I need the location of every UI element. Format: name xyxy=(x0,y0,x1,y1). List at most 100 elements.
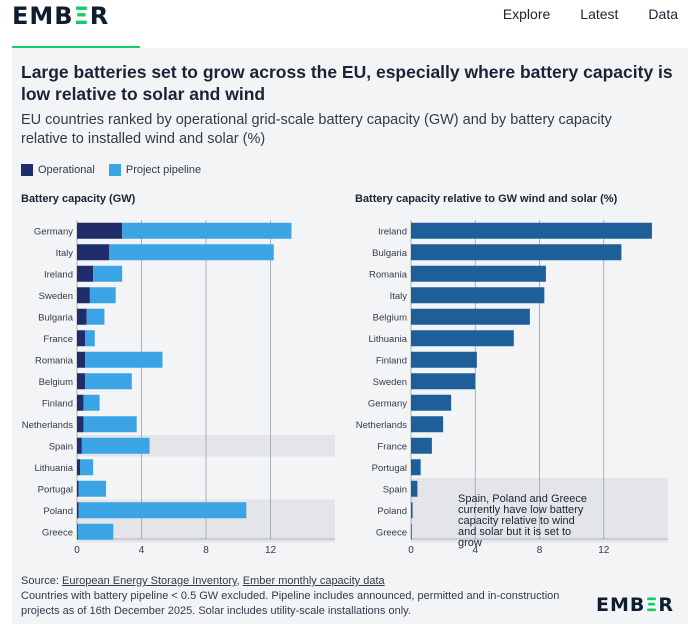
left-bar-spain-project-pipeline xyxy=(81,437,150,454)
left-category-label-spain: Spain xyxy=(49,441,73,452)
left-bar-finland-project-pipeline xyxy=(83,394,100,411)
right-bar-belgium-battery-capacity-relative-to-gw-wind-and-solar xyxy=(411,308,530,325)
right-category-label-sweden: Sweden xyxy=(373,377,407,388)
source-label: Source: xyxy=(21,575,59,587)
left-category-label-portugal: Portugal xyxy=(38,484,73,495)
legend: Operational Project pipeline xyxy=(21,164,201,176)
left-tick-label-0: 0 xyxy=(74,545,80,556)
right-category-label-germany: Germany xyxy=(368,398,407,409)
right-bar-spain-battery-capacity-relative-to-gw-wind-and-solar xyxy=(411,480,418,497)
left-bar-finland-operational xyxy=(77,394,84,411)
right-chart-title: Battery capacity relative to GW wind and… xyxy=(355,193,618,205)
left-category-label-sweden: Sweden xyxy=(39,291,73,302)
source-separator: , xyxy=(236,575,240,587)
right-chart: 0 4 8 12 Ireland Bulgaria Romania Italy Belgium L… xyxy=(356,220,668,556)
left-bar-ireland-project-pipeline xyxy=(93,265,123,282)
nav-latest[interactable]: Latest xyxy=(580,6,619,22)
left-bar-lithuania-operational xyxy=(77,459,81,476)
left-category-label-bulgaria: Bulgaria xyxy=(38,312,74,323)
right-bar-bulgaria-battery-capacity-relative-to-gw-wind-and-solar xyxy=(411,244,622,261)
right-bar-finland-battery-capacity-relative-to-gw-wind-and-solar xyxy=(411,351,477,368)
right-bar-ireland-battery-capacity-relative-to-gw-wind-and-solar xyxy=(411,222,652,239)
left-category-label-netherlands: Netherlands xyxy=(22,420,73,431)
right-bar-greece-battery-capacity-relative-to-gw-wind-and-solar xyxy=(411,523,412,540)
right-annotation-line: and solar but it is set to xyxy=(458,526,571,538)
right-category-label-italy: Italy xyxy=(390,291,408,302)
right-category-label-ireland: Ireland xyxy=(378,226,407,237)
right-annotation: Spain, Poland and Greece currently have l… xyxy=(458,493,587,549)
left-category-label-germany: Germany xyxy=(34,226,73,237)
right-bar-portugal-battery-capacity-relative-to-gw-wind-and-solar xyxy=(411,459,421,476)
ember-footer-logo[interactable]: EMBΞR xyxy=(595,594,674,616)
right-category-label-finland: Finland xyxy=(376,355,407,366)
left-bar-netherlands-operational xyxy=(77,416,84,433)
legend-item-operational[interactable]: Operational xyxy=(21,164,95,176)
right-bar-lithuania-battery-capacity-relative-to-gw-wind-and-solar xyxy=(411,330,514,347)
source-line: Source: European Energy Storage Inventor… xyxy=(21,574,581,589)
left-bar-bulgaria-project-pipeline xyxy=(86,308,105,325)
left-tick-label-4: 4 xyxy=(139,545,145,556)
left-category-label-ireland: Ireland xyxy=(44,269,73,280)
legend-label-pipeline: Project pipeline xyxy=(125,164,202,176)
ember-logo[interactable]: EMBΞR xyxy=(12,2,110,30)
footer: Source: European Energy Storage Inventor… xyxy=(21,574,581,619)
left-bar-poland-operational xyxy=(77,502,79,519)
right-bar-sweden-battery-capacity-relative-to-gw-wind-and-solar xyxy=(411,373,476,390)
left-chart-title: Battery capacity (GW) xyxy=(21,193,136,205)
left-bar-greece-operational xyxy=(77,523,78,540)
nav-data[interactable]: Data xyxy=(648,6,678,22)
right-category-label-belgium: Belgium xyxy=(373,312,407,323)
right-annotation-line: capacity relative to wind xyxy=(458,515,575,527)
left-bar-lithuania-project-pipeline xyxy=(80,459,94,476)
right-category-label-bulgaria: Bulgaria xyxy=(372,248,408,259)
right-category-label-netherlands: Netherlands xyxy=(356,420,407,431)
right-tick-label-8: 8 xyxy=(537,545,543,556)
legend-item-pipeline[interactable]: Project pipeline xyxy=(108,164,202,176)
left-bar-spain-operational xyxy=(77,437,82,454)
chart-title: Large batteries set to grow across the E… xyxy=(21,62,673,104)
top-nav: Explore Latest Data xyxy=(503,6,678,22)
right-bar-poland-battery-capacity-relative-to-gw-wind-and-solar xyxy=(411,502,413,519)
left-bar-poland-project-pipeline xyxy=(78,502,247,519)
chart-subtitle: EU countries ranked by operational grid-… xyxy=(21,112,612,147)
left-bar-portugal-operational xyxy=(77,480,79,497)
right-bar-france-battery-capacity-relative-to-gw-wind-and-solar xyxy=(411,437,432,454)
accent-underline xyxy=(12,46,140,48)
right-tick-label-0: 0 xyxy=(408,545,414,556)
left-bar-romania-project-pipeline xyxy=(85,351,163,368)
left-bar-france-project-pipeline xyxy=(85,330,95,347)
right-annotation-line: currently have low battery xyxy=(458,504,584,516)
right-category-label-lithuania: Lithuania xyxy=(368,334,407,345)
left-category-label-lithuania: Lithuania xyxy=(34,463,73,474)
left-bar-belgium-project-pipeline xyxy=(85,373,132,390)
right-category-label-france: France xyxy=(377,441,407,452)
right-category-label-portugal: Portugal xyxy=(372,463,407,474)
right-bar-germany-battery-capacity-relative-to-gw-wind-and-solar xyxy=(411,394,452,411)
left-bar-ireland-operational xyxy=(77,265,94,282)
left-category-label-italy: Italy xyxy=(56,248,74,259)
left-bar-portugal-project-pipeline xyxy=(78,480,107,497)
left-bar-sweden-operational xyxy=(77,287,90,304)
right-annotation-line: Spain, Poland and Greece xyxy=(458,493,587,505)
left-bar-france-operational xyxy=(77,330,86,347)
right-tick-label-4: 4 xyxy=(472,545,478,556)
right-category-label-spain: Spain xyxy=(383,484,407,495)
left-category-label-finland: Finland xyxy=(42,398,73,409)
left-bar-romania-operational xyxy=(77,351,86,368)
left-category-label-france: France xyxy=(43,334,73,345)
left-category-label-romania: Romania xyxy=(35,355,74,366)
right-bar-romania-battery-capacity-relative-to-gw-wind-and-solar xyxy=(411,265,546,282)
right-tick-label-12: 12 xyxy=(598,545,610,556)
right-category-label-greece: Greece xyxy=(376,527,407,538)
legend-swatch-operational xyxy=(21,164,33,176)
left-category-label-belgium: Belgium xyxy=(39,377,73,388)
left-tick-label-8: 8 xyxy=(203,545,209,556)
legend-label-operational: Operational xyxy=(38,164,95,176)
source-link-ember[interactable]: Ember monthly capacity data xyxy=(242,575,385,587)
source-link-eesi[interactable]: European Energy Storage Inventory xyxy=(61,575,237,587)
nav-explore[interactable]: Explore xyxy=(502,6,551,22)
left-tick-label-12: 12 xyxy=(265,545,277,556)
left-bar-sweden-project-pipeline xyxy=(89,287,116,304)
left-bar-germany-project-pipeline xyxy=(122,222,292,239)
